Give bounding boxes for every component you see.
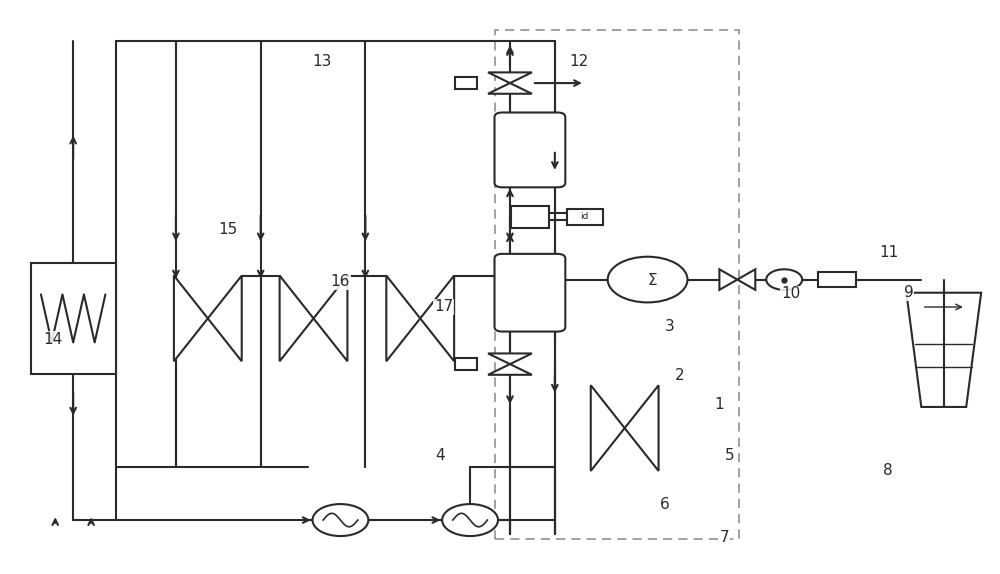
Text: 14: 14: [43, 332, 63, 347]
Text: 13: 13: [313, 54, 332, 69]
Polygon shape: [488, 354, 532, 364]
Bar: [567, 209, 603, 225]
Text: 5: 5: [724, 448, 734, 463]
Bar: [495, 30, 739, 540]
Text: id: id: [581, 212, 589, 221]
Text: 6: 6: [660, 497, 669, 511]
Text: 12: 12: [570, 54, 589, 69]
Circle shape: [313, 504, 368, 536]
Bar: [818, 273, 856, 287]
Polygon shape: [488, 72, 532, 83]
Text: 10: 10: [781, 286, 800, 301]
Text: 16: 16: [330, 274, 350, 289]
Text: 9: 9: [904, 285, 914, 300]
Polygon shape: [737, 269, 755, 290]
Bar: [511, 206, 549, 228]
Polygon shape: [420, 276, 454, 361]
Bar: [31, 263, 116, 374]
Polygon shape: [591, 385, 625, 471]
FancyBboxPatch shape: [495, 113, 565, 187]
Text: 4: 4: [435, 448, 445, 463]
Polygon shape: [386, 276, 420, 361]
Polygon shape: [174, 276, 208, 361]
Polygon shape: [208, 276, 242, 361]
Bar: [455, 77, 477, 90]
Polygon shape: [906, 293, 981, 407]
Text: 7: 7: [719, 530, 729, 545]
Text: Σ: Σ: [648, 273, 657, 288]
Text: 15: 15: [219, 222, 238, 238]
Polygon shape: [314, 276, 347, 361]
Circle shape: [442, 504, 498, 536]
Text: 8: 8: [883, 463, 893, 479]
Bar: [455, 358, 477, 370]
Text: 2: 2: [675, 368, 684, 383]
Polygon shape: [625, 385, 659, 471]
Polygon shape: [488, 364, 532, 375]
Text: 3: 3: [665, 320, 674, 335]
Polygon shape: [488, 83, 532, 94]
Text: 17: 17: [434, 300, 453, 315]
Polygon shape: [719, 269, 737, 290]
Text: 1: 1: [714, 397, 724, 412]
Text: 11: 11: [879, 245, 898, 260]
FancyBboxPatch shape: [495, 254, 565, 332]
Circle shape: [608, 257, 687, 302]
Circle shape: [766, 269, 802, 290]
Polygon shape: [280, 276, 314, 361]
